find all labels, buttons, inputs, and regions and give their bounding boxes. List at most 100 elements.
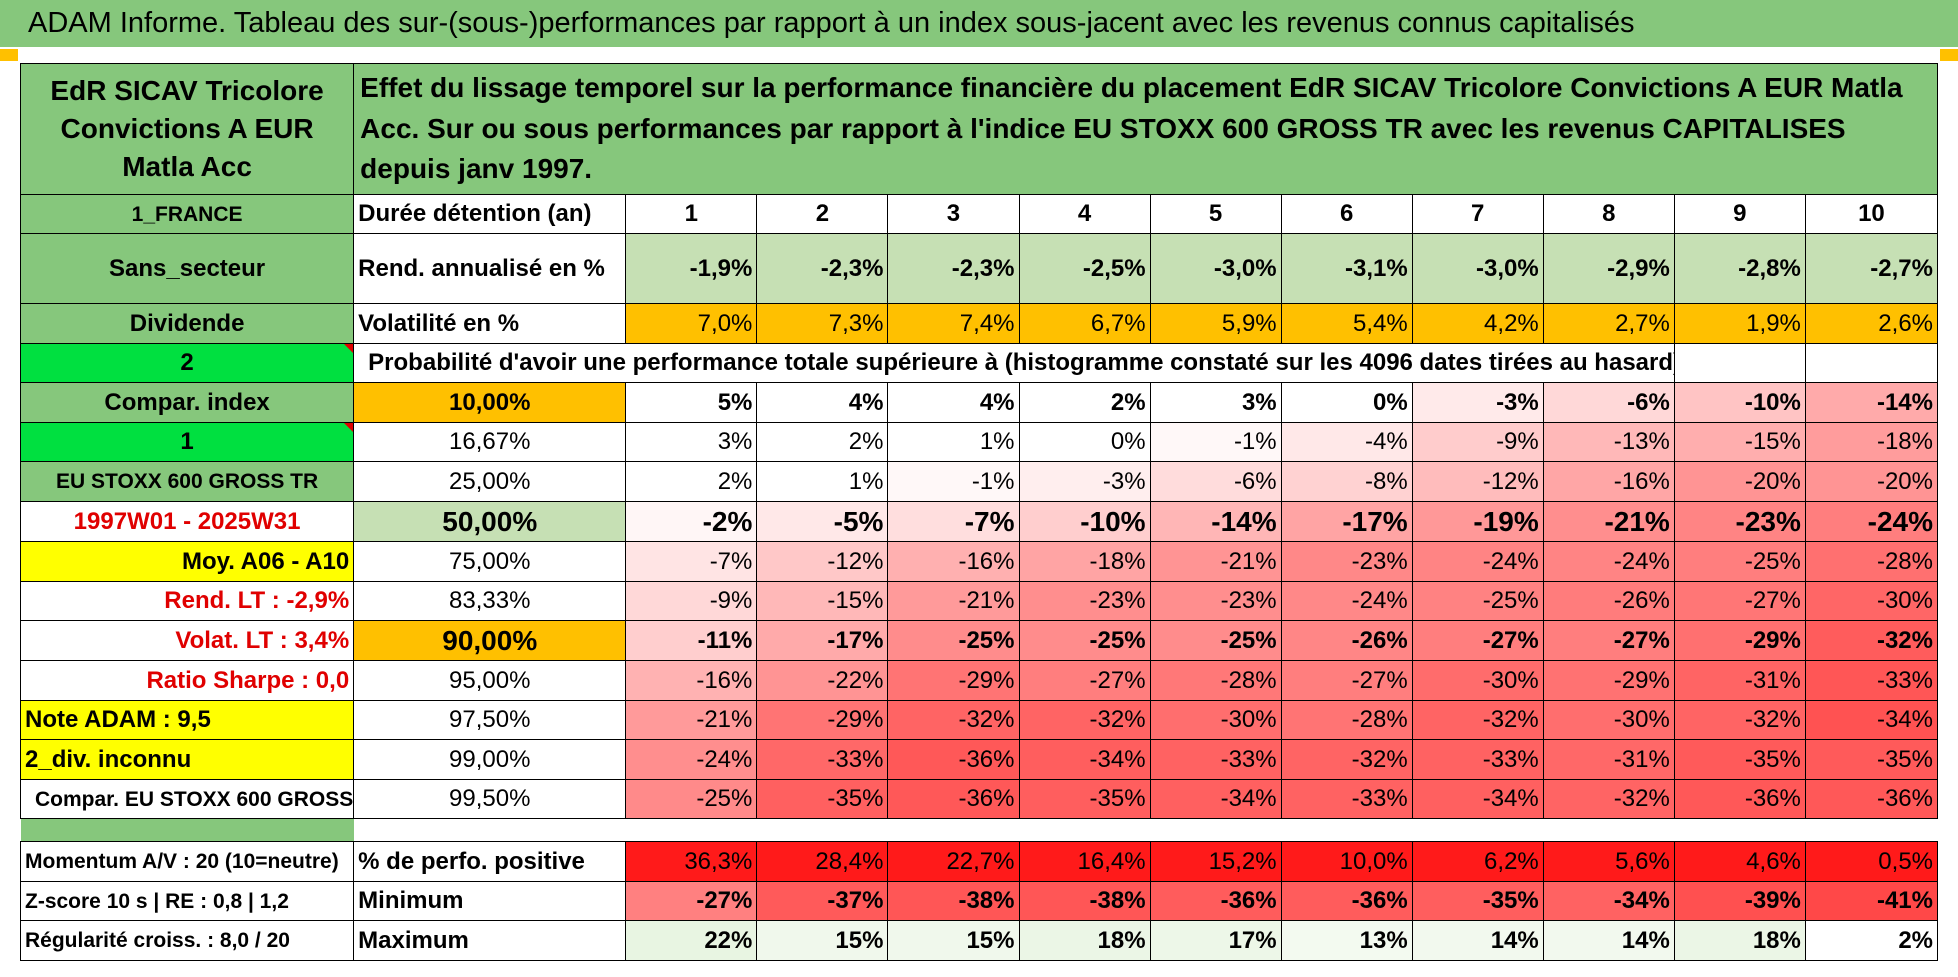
rend-value: -2,5% (1018, 233, 1151, 304)
summary-value: 0,5% (1804, 841, 1939, 882)
quantile-value: -1% (1149, 422, 1282, 462)
summary-value: 14% (1411, 920, 1544, 961)
quantile-value: -29% (887, 660, 1020, 701)
description-cell: Effet du lissage temporel sur la perform… (353, 63, 1938, 195)
duree-label: Durée détention (an) (353, 194, 627, 234)
quantile-value: -12% (1411, 461, 1544, 502)
quantile-value: 1% (887, 422, 1020, 462)
header-row: EdR SICAV Tricolore Convictions A EUR Ma… (19, 63, 1938, 195)
quantile-value: 4% (887, 382, 1020, 423)
summary-value: 14% (1542, 920, 1675, 961)
quantile-value: -29% (1673, 620, 1806, 661)
quantile-value: -23% (1018, 581, 1151, 621)
rend-value: -2,9% (1542, 233, 1675, 304)
quantile-value: -22% (756, 660, 889, 701)
quantile-row: Volat. LT : 3,4% 90,00% -11% -17% -25% -… (19, 620, 1939, 661)
summary-value: -36% (1280, 881, 1413, 921)
quantile-value: -6% (1542, 382, 1675, 423)
summary-value: -41% (1804, 881, 1939, 921)
quantile-value: -30% (1804, 581, 1939, 621)
summary-value: 10,0% (1280, 841, 1413, 882)
quantile-label: 16,67% (353, 422, 627, 462)
quantile-value: 0% (1280, 382, 1413, 423)
vol-label: Volatilité en % (353, 303, 627, 344)
quantile-row: Note ADAM : 9,5 97,50% -21% -29% -32% -3… (19, 700, 1939, 740)
quantile-label: 25,00% (353, 461, 627, 502)
summary-value: 2% (1804, 920, 1939, 961)
quantile-value: -34% (1018, 739, 1151, 780)
quantile-value: -35% (1804, 739, 1939, 780)
quantile-value: -25% (887, 620, 1020, 661)
dividend-cell: Dividende (19, 303, 355, 344)
quantile-value: -27% (1411, 620, 1544, 661)
compar-full-cell: Compar. EU STOXX 600 GROSS TR (19, 779, 355, 819)
year-header: 7 (1411, 194, 1544, 234)
rend-value: -2,3% (756, 233, 889, 304)
quantile-value: -21% (1149, 541, 1282, 582)
quantile-value: -27% (1280, 660, 1413, 701)
summary-value: 15% (887, 920, 1020, 961)
quantile-value: -32% (1542, 779, 1675, 819)
quantile-value: -35% (756, 779, 889, 819)
year-header: 10 (1804, 194, 1939, 234)
performance-table: EdR SICAV Tricolore Convictions A EUR Ma… (19, 63, 1939, 961)
empty-cell (1804, 343, 1939, 383)
quantile-value: -25% (1149, 620, 1282, 661)
quantile-row: 2_div. inconnu 99,00% -24% -33% -36% -34… (19, 739, 1939, 780)
empty-cell (1673, 343, 1806, 383)
quantile-value: -33% (1804, 660, 1939, 701)
quantile-value: -20% (1804, 461, 1939, 502)
quantile-value: -33% (1149, 739, 1282, 780)
quantile-value: -2% (625, 501, 758, 542)
quantile-value: -21% (887, 581, 1020, 621)
summary-value: -37% (756, 881, 889, 921)
summary-value: 17% (1149, 920, 1282, 961)
summary-value: 4,6% (1673, 841, 1806, 882)
quantile-value: 2% (625, 461, 758, 502)
quantile-value: -36% (1673, 779, 1806, 819)
quantile-value: 2% (1018, 382, 1151, 423)
quantile-label: 97,50% (353, 700, 627, 740)
quantile-row: Compar. EU STOXX 600 GROSS TR 99,50% -25… (19, 779, 1939, 819)
vol-value: 7,0% (625, 303, 758, 344)
compar-index-cell: Compar. index (19, 382, 355, 423)
vol-row: Dividende Volatilité en % 7,0% 7,3% 7,4%… (19, 303, 1939, 344)
quantile-value: -24% (625, 739, 758, 780)
quantile-value: -25% (625, 779, 758, 819)
quantile-value: -13% (1542, 422, 1675, 462)
index-name-cell: EU STOXX 600 GROSS TR (19, 461, 355, 502)
year-header: 1 (625, 194, 758, 234)
year-header: 5 (1149, 194, 1282, 234)
quantile-value: 4% (756, 382, 889, 423)
quantile-value: -17% (1280, 501, 1413, 542)
vol-value: 5,4% (1280, 303, 1413, 344)
summary-label: Minimum (353, 881, 627, 921)
quantile-row: 1 16,67% 3% 2% 1% 0% -1% -4% -9% -13% -1… (19, 422, 1939, 462)
year-header: 3 (887, 194, 1020, 234)
summary-value: -36% (1149, 881, 1282, 921)
quantile-value: -27% (1542, 620, 1675, 661)
vol-value: 4,2% (1411, 303, 1544, 344)
fund-name-cell: EdR SICAV Tricolore Convictions A EUR Ma… (19, 63, 355, 195)
summary-value: 15% (756, 920, 889, 961)
quantile-value: -31% (1542, 739, 1675, 780)
value-1-cell: 1 (19, 422, 355, 462)
vol-value: 5,9% (1149, 303, 1282, 344)
quantile-value: -21% (1542, 501, 1675, 542)
quantile-value: -16% (1542, 461, 1675, 502)
div-inconnu-cell: 2_div. inconnu (19, 739, 355, 780)
quantile-value: -28% (1804, 541, 1939, 582)
quantile-value: -25% (1673, 541, 1806, 582)
quantile-value: -19% (1411, 501, 1544, 542)
quantile-value: 3% (625, 422, 758, 462)
rend-value: -3,0% (1149, 233, 1282, 304)
quantile-value: -32% (1804, 620, 1939, 661)
summary-value: 36,3% (625, 841, 758, 882)
quantile-label: 99,00% (353, 739, 627, 780)
quantile-value: -5% (756, 501, 889, 542)
vol-value: 7,4% (887, 303, 1020, 344)
quantile-value: -34% (1149, 779, 1282, 819)
quantile-value: 1% (756, 461, 889, 502)
quantile-value: -7% (887, 501, 1020, 542)
quantile-value: -8% (1280, 461, 1413, 502)
